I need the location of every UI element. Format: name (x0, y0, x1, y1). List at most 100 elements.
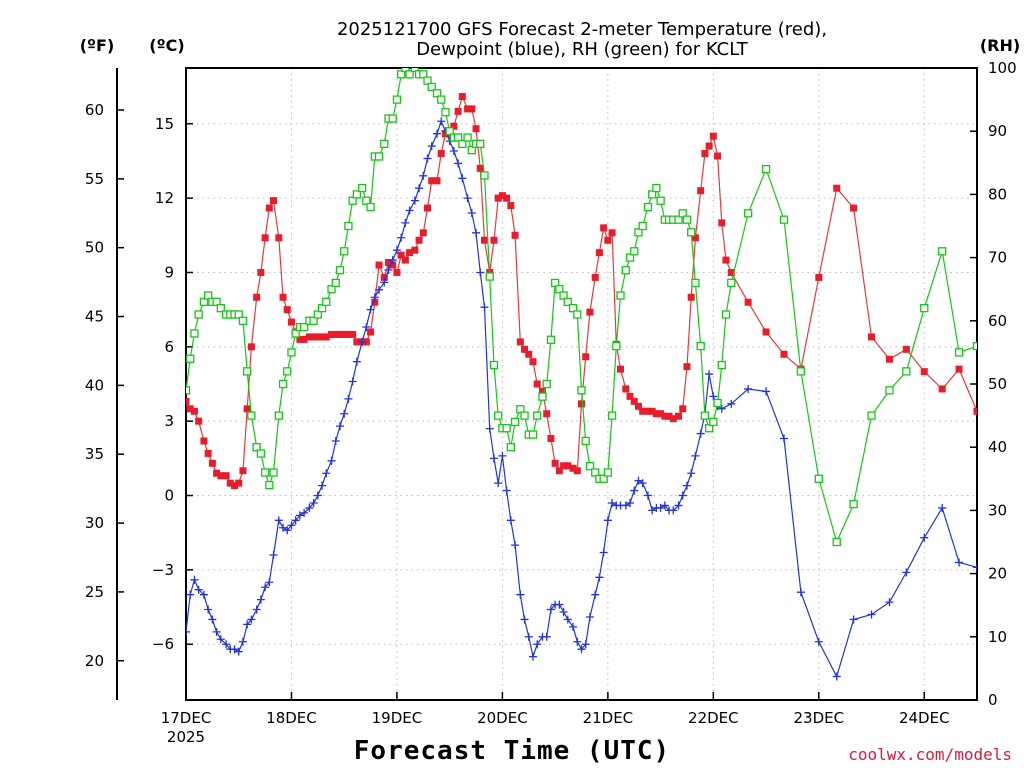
temperature-point (283, 306, 291, 314)
rh-point (186, 386, 191, 395)
temperature-point (428, 177, 436, 185)
dewpoint-point (415, 184, 424, 193)
dewpoint-point (696, 429, 705, 438)
dewpoint-point (458, 174, 467, 183)
temperature-point (384, 259, 392, 267)
temperature-point (722, 256, 730, 264)
dewpoint-point (682, 481, 691, 490)
dewpoint-point (397, 233, 406, 242)
dewpoint-point (222, 640, 231, 649)
temperature-point (336, 330, 344, 338)
dewpoint-point (779, 434, 788, 443)
y-rh-tick-label: 50 (988, 375, 1007, 393)
rh-point (506, 443, 515, 452)
y-fahrenheit-tick-label: 30 (85, 514, 104, 532)
dewpoint-point (955, 558, 964, 567)
temperature-point (683, 363, 691, 371)
rh-point (502, 424, 511, 433)
rh-point (278, 379, 288, 389)
dewpoint-point (1008, 457, 1016, 465)
dewpoint-point (669, 506, 678, 515)
temperature-point (564, 462, 572, 470)
temperature-point (217, 472, 225, 480)
temperature-point (973, 407, 977, 415)
dewpoint-point (405, 206, 414, 215)
temperature-point (200, 437, 208, 445)
temperature-point (190, 407, 198, 415)
y-fahrenheit-tick-label: 40 (85, 376, 104, 394)
credit-link[interactable]: coolwx.com/models (848, 745, 1012, 764)
rh-point (682, 215, 692, 224)
temperature-point (340, 330, 348, 338)
dewpoint-point (348, 377, 357, 386)
temperature-point (533, 380, 541, 388)
dewpoint-point (920, 533, 929, 542)
temperature-point (648, 407, 656, 415)
rh-point (392, 95, 402, 104)
rh-point (186, 354, 195, 363)
dewpoint-point (569, 622, 578, 631)
temperature-point (464, 105, 472, 113)
rh-point (559, 291, 568, 300)
rh-point (476, 139, 485, 148)
dewpoint-point (595, 573, 604, 582)
dewpoint-point (388, 256, 397, 265)
temperature-point (322, 333, 330, 341)
rh-point (696, 341, 705, 351)
dewpoint-point (533, 640, 542, 649)
temperature-point (634, 402, 642, 410)
dewpoint-point (485, 424, 494, 433)
y-celsius-tick-label: 9 (164, 263, 174, 281)
temperature-point (833, 184, 841, 192)
dewpoint-point (524, 632, 533, 641)
temperature-point (468, 105, 476, 113)
rh-point (352, 190, 362, 199)
temperature-point (437, 150, 445, 158)
temperature-point (582, 353, 590, 361)
rh-point (849, 499, 858, 509)
x-tick-label: 20DEC (477, 709, 528, 727)
rh-point (612, 341, 621, 351)
dewpoint-point (199, 590, 208, 599)
dewpoint-point (656, 503, 665, 512)
temperature-point (691, 234, 699, 242)
temperature-point (744, 298, 752, 306)
y-celsius-tick-label: 15 (155, 115, 174, 133)
dewpoint-point (274, 516, 283, 525)
rh-point (832, 537, 841, 547)
rh-point (709, 417, 718, 427)
dewpoint-point (261, 583, 270, 592)
rh-point (269, 468, 278, 477)
dewpoint-point (358, 337, 367, 346)
x-tick-label: 18DEC (266, 709, 317, 727)
temperature-point (476, 164, 484, 172)
y-rh-tick-label: 60 (988, 312, 1007, 330)
temperature-point (243, 405, 251, 413)
rh-point (621, 266, 630, 275)
rh-point (203, 291, 213, 300)
rh-point (423, 76, 432, 85)
rh-point (397, 70, 406, 79)
dewpoint-point (212, 627, 221, 636)
fahrenheit-unit-label: (ºF) (80, 36, 115, 55)
temperature-point (665, 412, 673, 420)
x-year-label: 2025 (167, 728, 205, 746)
dewpoint-point (384, 265, 393, 274)
temperature-point (529, 358, 537, 366)
temperature-point (644, 407, 652, 415)
temperature-point (450, 122, 458, 130)
temperature-point (424, 204, 432, 212)
series-dewpoint (186, 117, 1016, 681)
chart-title-line-2: Dewpoint (blue), RH (green) for KCLT (416, 39, 749, 60)
dewpoint-point (454, 159, 463, 168)
dewpoint-point (528, 652, 537, 661)
temperature-point (617, 365, 625, 373)
dewpoint-point (238, 637, 247, 646)
temperature-point (261, 234, 269, 242)
rh-point (432, 89, 442, 98)
dewpoint-point (476, 268, 485, 277)
y-fahrenheit-tick-label: 35 (85, 445, 104, 463)
dewpoint-point (449, 147, 458, 156)
dewpoint-point (849, 615, 858, 624)
dewpoint-point (542, 632, 551, 641)
